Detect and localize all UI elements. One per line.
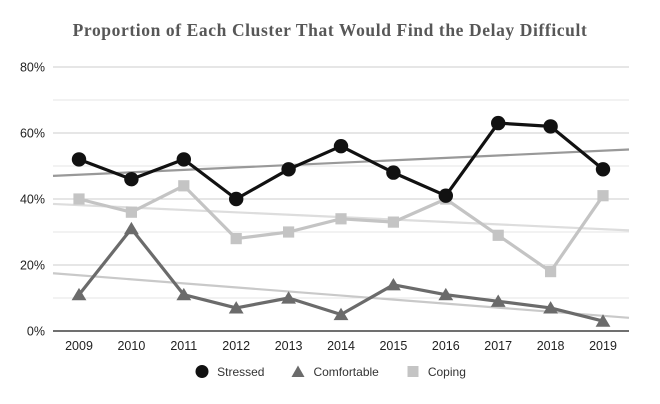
- legend-label-comfortable: Comfortable: [313, 364, 379, 379]
- data-point-coping-2011: [178, 180, 190, 192]
- legend-item-comfortable: Comfortable: [290, 364, 379, 379]
- x-tick-label: 2018: [537, 339, 565, 353]
- x-tick-label: 2010: [117, 339, 145, 353]
- data-point-stressed-2011: [176, 152, 191, 167]
- trendline-stressed: [52, 148, 630, 177]
- x-tick-label: 2012: [222, 339, 250, 353]
- data-point-stressed-2017: [491, 115, 506, 131]
- y-tick-label: 40%: [20, 193, 45, 207]
- legend-label-stressed: Stressed: [217, 364, 265, 379]
- legend-triangle-icon: [291, 365, 305, 377]
- y-tick-label: 80%: [20, 61, 45, 75]
- data-point-comfortable-2015: [386, 278, 401, 291]
- data-point-stressed-2019: [595, 162, 611, 177]
- data-point-stressed-2014: [333, 139, 349, 154]
- data-point-coping-2009: [73, 193, 85, 205]
- data-point-comfortable-2017: [490, 294, 506, 307]
- series-line-comfortable: [77, 227, 604, 323]
- legend: Stressed Comfortable Coping: [0, 364, 660, 379]
- data-point-coping-2012: [230, 233, 242, 245]
- data-point-stressed-2009: [71, 152, 87, 167]
- data-point-coping-2019: [597, 190, 609, 202]
- y-tick-label: 60%: [20, 127, 45, 141]
- data-point-stressed-2013: [281, 162, 296, 177]
- x-tick-label: 2011: [170, 339, 197, 353]
- data-point-comfortable-2012: [228, 301, 244, 314]
- data-point-stressed-2016: [438, 188, 453, 203]
- legend-square-icon: [407, 366, 419, 377]
- legend-item-stressed: Stressed: [194, 364, 264, 379]
- data-point-coping-2014: [335, 213, 347, 225]
- data-point-stressed-2012: [229, 191, 244, 207]
- data-point-coping-2010: [125, 206, 137, 218]
- trendline-comfortable: [52, 272, 630, 319]
- data-point-comfortable-2010: [124, 221, 139, 235]
- x-tick-label: 2014: [327, 339, 355, 353]
- legend-item-coping: Coping: [405, 364, 466, 379]
- data-point-stressed-2018: [543, 119, 558, 134]
- y-tick-label: 20%: [20, 259, 45, 273]
- series-line-stressed: [78, 121, 605, 201]
- x-tick-label: 2009: [65, 339, 93, 353]
- x-tick-label: 2016: [432, 339, 460, 353]
- data-point-stressed-2010: [124, 172, 139, 187]
- y-tick-label: 0%: [27, 325, 45, 339]
- data-point-comfortable-2011: [176, 287, 192, 301]
- data-point-stressed-2015: [386, 165, 401, 180]
- x-tick-label: 2013: [275, 339, 303, 353]
- data-point-comfortable-2018: [543, 301, 558, 314]
- data-point-comfortable-2009: [71, 287, 87, 301]
- legend-circle-icon: [195, 365, 209, 378]
- legend-label-coping: Coping: [427, 364, 466, 379]
- x-tick-label: 2019: [589, 339, 617, 353]
- data-point-comfortable-2013: [281, 291, 296, 304]
- x-tick-label: 2017: [484, 339, 512, 353]
- data-point-comfortable-2016: [438, 287, 454, 301]
- x-tick-label: 2015: [379, 339, 407, 353]
- data-point-coping-2013: [283, 226, 295, 238]
- chart-title: Proportion of Each Cluster That Would Fi…: [72, 20, 588, 40]
- data-point-coping-2018: [545, 266, 557, 278]
- data-point-coping-2017: [492, 229, 504, 241]
- data-point-comfortable-2019: [595, 314, 611, 327]
- data-point-coping-2015: [387, 216, 399, 228]
- data-point-comfortable-2014: [333, 307, 349, 321]
